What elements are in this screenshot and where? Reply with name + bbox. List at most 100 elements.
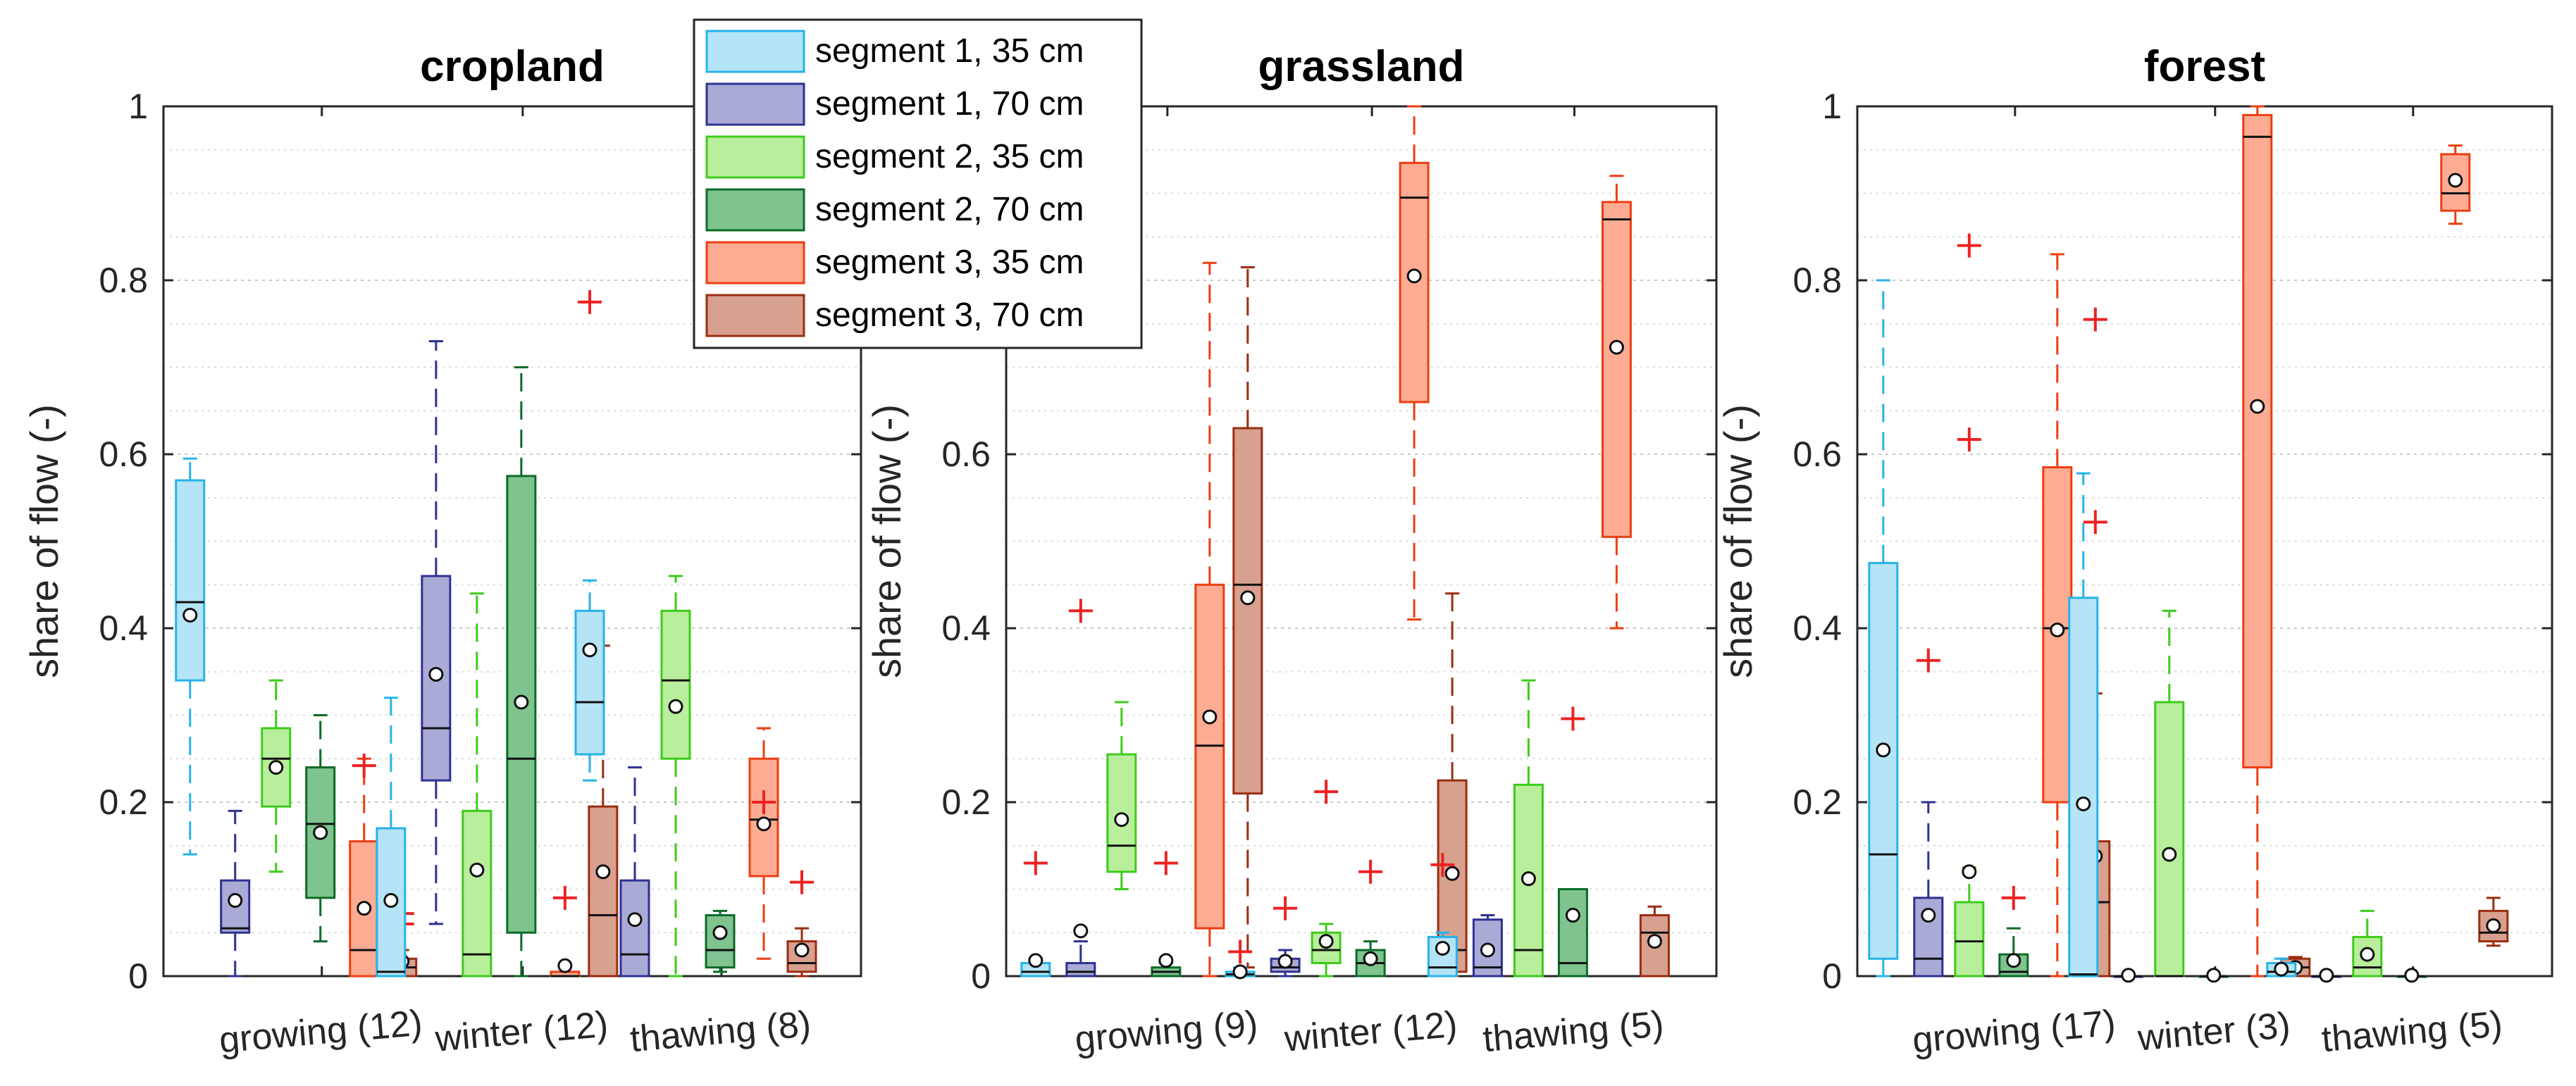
y-tick-label: 0.2 xyxy=(941,782,991,822)
mean-marker xyxy=(428,666,444,682)
x-tick-label: winter (3) xyxy=(2136,1005,2292,1059)
x-tick-label: thawing (5) xyxy=(2320,1004,2504,1060)
y-tick-label: 0.6 xyxy=(99,435,148,474)
box-4 xyxy=(1355,859,1386,978)
x-tick-label: thawing (8) xyxy=(628,1004,812,1060)
iqr-box xyxy=(2068,597,2099,978)
box-3 xyxy=(1311,780,1342,978)
outlier-marker xyxy=(1957,427,1981,452)
y-tick-label: 0.4 xyxy=(99,608,148,648)
box-4 xyxy=(305,714,336,943)
y-tick-label: 0.8 xyxy=(1792,261,1842,300)
iqr-box xyxy=(588,805,619,978)
mean-marker xyxy=(1073,923,1089,939)
box-1 xyxy=(175,457,206,856)
box-4 xyxy=(1151,851,1182,978)
box-3 xyxy=(261,679,292,873)
box-6 xyxy=(588,644,619,978)
box-3 xyxy=(1954,233,1985,978)
outlier-marker xyxy=(1957,233,1981,258)
legend-swatch xyxy=(705,294,805,337)
iqr-box xyxy=(2154,701,2185,978)
mean-marker xyxy=(1318,934,1334,949)
box-3 xyxy=(462,592,493,978)
mean-marker xyxy=(1921,908,1936,923)
box-1 xyxy=(2266,957,2297,978)
chart-title: forest xyxy=(2144,42,2265,91)
y-tick-label: 0.2 xyxy=(99,782,148,822)
iqr-box xyxy=(1557,888,1588,978)
iqr-box xyxy=(660,609,691,760)
legend-label: segment 2, 70 cm xyxy=(815,191,1084,228)
iqr-box xyxy=(175,479,206,682)
box-1 xyxy=(1427,852,1458,978)
legend-label: segment 1, 35 cm xyxy=(815,32,1084,70)
box-6 xyxy=(1437,592,1468,978)
box-4 xyxy=(1557,706,1588,978)
mean-marker xyxy=(469,862,485,878)
mean-marker xyxy=(1114,812,1129,828)
x-tick-label: winter (12) xyxy=(1282,1004,1459,1059)
mean-marker xyxy=(2050,622,2065,637)
iqr-box xyxy=(1232,427,1263,795)
box-2 xyxy=(421,339,452,925)
mean-marker xyxy=(313,825,328,840)
mean-marker xyxy=(2250,399,2265,414)
iqr-box xyxy=(705,914,736,969)
mean-marker xyxy=(1962,864,1977,880)
x-tick-label: thawing (5) xyxy=(1481,1004,1665,1060)
legend: segment 1, 35 cm segment 1, 70 cm segment … xyxy=(693,18,1143,349)
panel-forest: 0 0.2 0.4 0.6 0.8 1 share of flow (-) forest gro… xyxy=(1716,42,2553,1061)
box-3 xyxy=(1106,701,1137,890)
iqr-box xyxy=(1954,901,1985,978)
mean-marker xyxy=(1232,964,1248,980)
iqr-box xyxy=(1065,961,1096,978)
x-tick-label: growing (12) xyxy=(218,1003,424,1061)
box-5 xyxy=(1399,105,1430,621)
box-4 xyxy=(506,366,537,978)
legend-item: segment 3, 35 cm xyxy=(705,241,1084,285)
y-tick-label: 0 xyxy=(1822,956,1842,996)
mean-marker xyxy=(595,864,611,880)
mean-marker xyxy=(2486,918,2501,933)
iqr-box xyxy=(2242,113,2273,769)
mean-marker xyxy=(514,694,529,710)
box-5 xyxy=(1601,175,1632,630)
box-1 xyxy=(1020,851,1051,978)
legend-label: segment 3, 70 cm xyxy=(815,297,1084,334)
box-1 xyxy=(1225,940,1256,980)
y-tick-label: 0.2 xyxy=(1792,782,1842,822)
box-1 xyxy=(574,289,605,782)
box-3 xyxy=(2352,909,2383,978)
mean-marker xyxy=(1444,866,1460,881)
y-tick-label: 0.4 xyxy=(1792,608,1842,648)
mean-marker xyxy=(1277,954,1293,969)
iqr-box xyxy=(261,727,292,808)
box-2 xyxy=(619,766,650,978)
legend-label: segment 1, 70 cm xyxy=(815,85,1084,123)
mean-marker xyxy=(2006,953,2021,968)
iqr-box xyxy=(1868,561,1899,960)
box-5 xyxy=(2042,253,2073,978)
mean-marker xyxy=(2121,968,2136,983)
mean-marker xyxy=(228,893,243,909)
mean-marker xyxy=(627,912,643,928)
mean-marker xyxy=(1158,953,1174,968)
outlier-marker xyxy=(1023,851,1048,875)
x-tick-label: growing (17) xyxy=(1911,1003,2117,1061)
outlier-marker xyxy=(2001,885,2026,910)
legend-swatch xyxy=(705,82,805,126)
box-3 xyxy=(2154,609,2185,978)
iqr-box xyxy=(462,809,493,978)
outlier-marker xyxy=(1561,706,1585,731)
box-2 xyxy=(2311,968,2342,983)
mean-marker xyxy=(1240,590,1256,606)
panel-cropland: 0 0.2 0.4 0.6 0.8 1 share of flow (-) cropland g… xyxy=(22,42,862,1061)
x-tick-label: winter (12) xyxy=(433,1004,609,1059)
mean-marker xyxy=(383,893,399,909)
y-tick-label: 0.6 xyxy=(941,435,991,474)
box-3 xyxy=(1513,679,1544,978)
legend-item: segment 2, 35 cm xyxy=(705,135,1084,179)
outlier-marker xyxy=(790,870,814,894)
